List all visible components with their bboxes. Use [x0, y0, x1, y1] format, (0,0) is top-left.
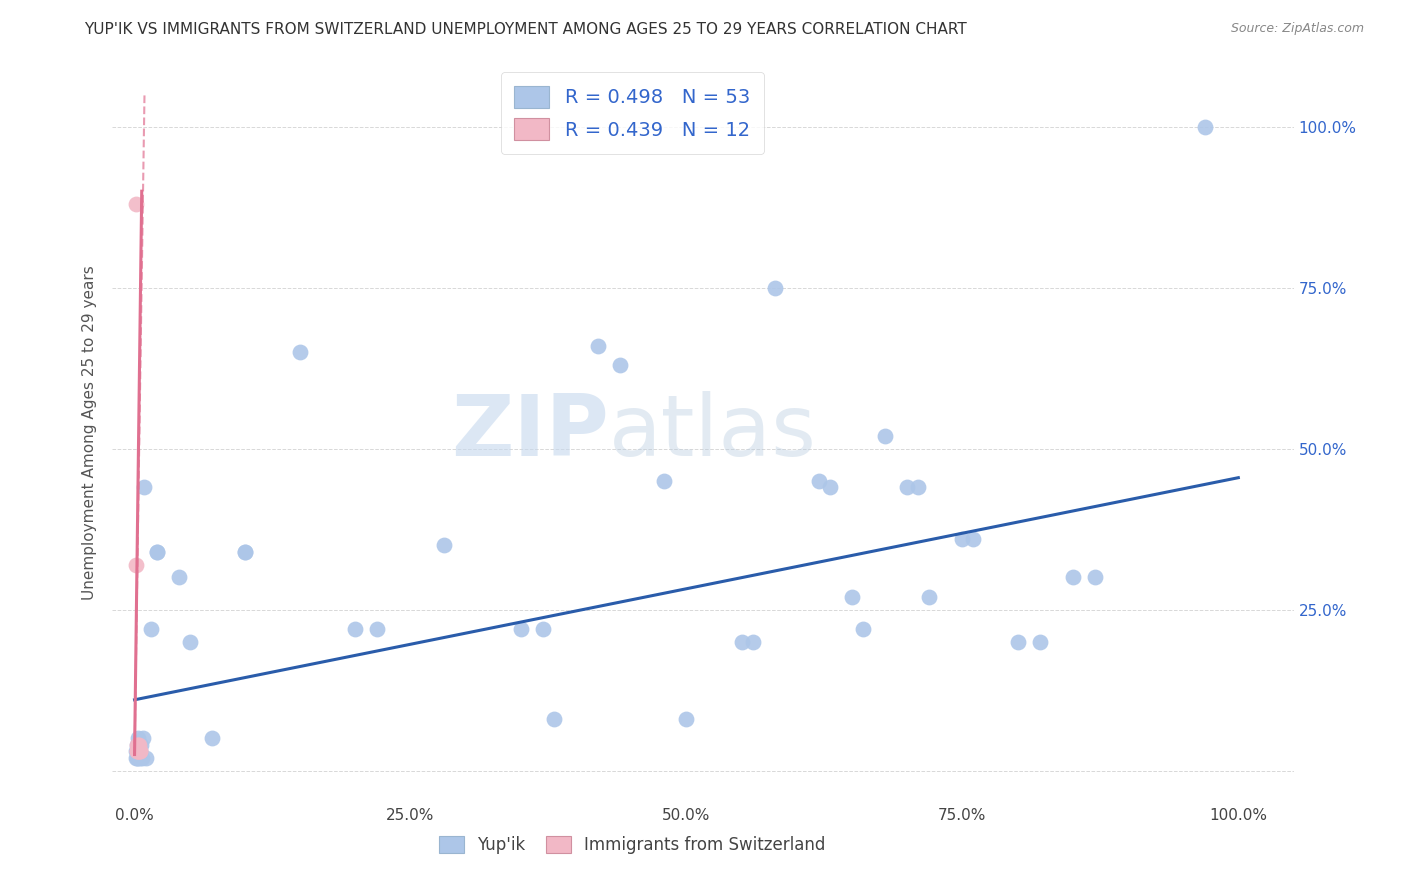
- Point: [145, 545, 167, 559]
- Point: [763, 281, 786, 295]
- Point: [135, 750, 157, 764]
- Point: [125, 744, 148, 758]
- Point: [124, 744, 146, 758]
- Point: [125, 738, 148, 752]
- Point: [124, 750, 146, 764]
- Point: [124, 558, 146, 572]
- Point: [128, 738, 150, 752]
- Point: [531, 622, 554, 636]
- Point: [201, 731, 224, 746]
- Point: [841, 590, 863, 604]
- Point: [233, 545, 256, 559]
- Point: [609, 358, 631, 372]
- Text: YUP'IK VS IMMIGRANTS FROM SWITZERLAND UNEMPLOYMENT AMONG AGES 25 TO 29 YEARS COR: YUP'IK VS IMMIGRANTS FROM SWITZERLAND UN…: [84, 22, 967, 37]
- Point: [896, 480, 918, 494]
- Point: [1062, 570, 1084, 584]
- Text: ZIP: ZIP: [451, 391, 609, 475]
- Point: [129, 744, 152, 758]
- Point: [128, 744, 150, 758]
- Point: [127, 750, 149, 764]
- Point: [127, 744, 149, 758]
- Point: [124, 197, 146, 211]
- Point: [127, 744, 149, 758]
- Point: [125, 744, 148, 758]
- Point: [127, 738, 149, 752]
- Point: [167, 570, 190, 584]
- Point: [950, 532, 973, 546]
- Point: [1028, 635, 1050, 649]
- Point: [179, 635, 201, 649]
- Point: [131, 750, 153, 764]
- Point: [125, 750, 148, 764]
- Point: [134, 480, 156, 494]
- Point: [128, 744, 150, 758]
- Point: [675, 712, 697, 726]
- Point: [125, 738, 148, 752]
- Point: [1007, 635, 1029, 649]
- Point: [344, 622, 367, 636]
- Point: [145, 545, 167, 559]
- Point: [741, 635, 763, 649]
- Point: [132, 731, 155, 746]
- Point: [1194, 120, 1216, 134]
- Point: [654, 474, 676, 488]
- Text: atlas: atlas: [609, 391, 817, 475]
- Point: [962, 532, 984, 546]
- Point: [127, 731, 149, 746]
- Point: [918, 590, 941, 604]
- Point: [907, 480, 929, 494]
- Legend: Yup'ik, Immigrants from Switzerland: Yup'ik, Immigrants from Switzerland: [432, 830, 832, 861]
- Point: [129, 744, 152, 758]
- Point: [586, 339, 609, 353]
- Point: [807, 474, 830, 488]
- Point: [128, 738, 150, 752]
- Point: [366, 622, 388, 636]
- Point: [852, 622, 875, 636]
- Point: [233, 545, 256, 559]
- Point: [730, 635, 752, 649]
- Y-axis label: Unemployment Among Ages 25 to 29 years: Unemployment Among Ages 25 to 29 years: [82, 265, 97, 600]
- Point: [433, 538, 456, 552]
- Point: [1084, 570, 1107, 584]
- Point: [288, 345, 311, 359]
- Text: Source: ZipAtlas.com: Source: ZipAtlas.com: [1230, 22, 1364, 36]
- Point: [818, 480, 841, 494]
- Point: [129, 750, 152, 764]
- Point: [127, 744, 149, 758]
- Point: [129, 738, 152, 752]
- Point: [139, 622, 162, 636]
- Point: [543, 712, 565, 726]
- Point: [875, 429, 897, 443]
- Point: [509, 622, 531, 636]
- Point: [129, 744, 152, 758]
